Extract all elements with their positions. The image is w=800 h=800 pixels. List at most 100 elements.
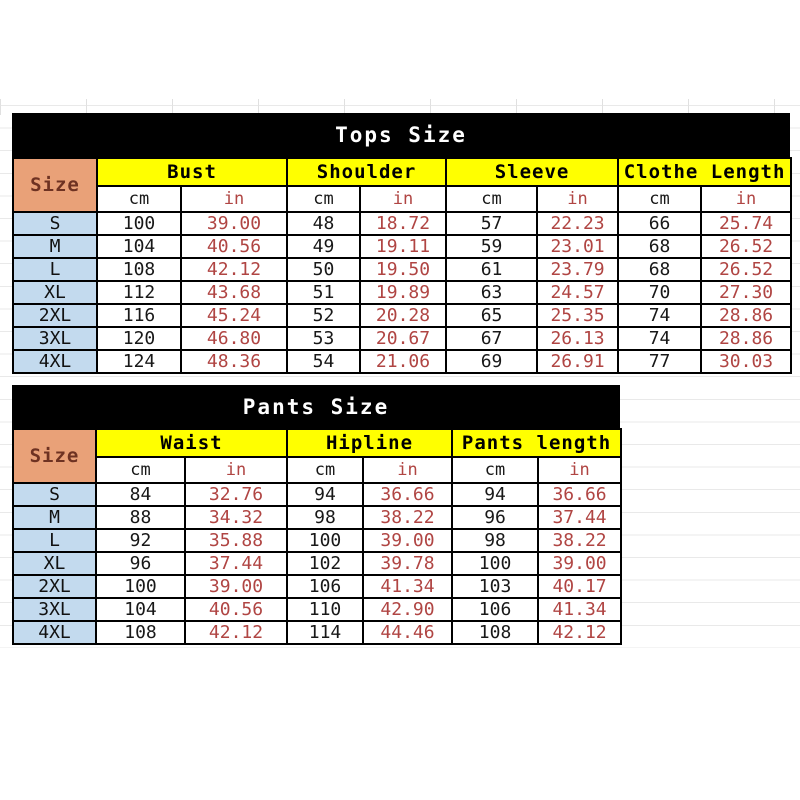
- tops-value-cell: 23.79: [536, 257, 620, 282]
- tops-value-cell: 23.01: [536, 234, 620, 259]
- tops-size-table: Tops Size Size Bust Shoulder Sleeve Clothe Le…: [12, 113, 793, 374]
- pants-value-cell: 38.22: [537, 528, 623, 553]
- pants-value-cell: 34.32: [183, 505, 289, 530]
- table-row: 2XL 116 45.24 52 20.28 65 25.35 74 28.86: [12, 303, 793, 328]
- table-row: XL 96 37.44 102 39.78 100 39.00: [12, 551, 623, 576]
- tops-value-cell: 28.86: [700, 303, 793, 328]
- pants-value-cell: 40.56: [183, 597, 289, 622]
- pants-size-label: XL: [12, 551, 97, 576]
- tops-value-cell: 69: [445, 349, 539, 374]
- tops-header-row: Size Bust Shoulder Sleeve Clothe Length: [12, 157, 793, 213]
- pants-value-cell: 92: [95, 528, 186, 553]
- pants-value-cell: 88: [95, 505, 186, 530]
- tops-value-cell: 25.74: [700, 211, 793, 236]
- tops-value-cell: 63: [445, 280, 539, 305]
- pants-unit-in-1: in: [362, 456, 454, 484]
- tops-value-cell: 100: [96, 211, 182, 236]
- pants-size-table: Pants Size Size Waist Hipline Pants length cm…: [12, 385, 623, 645]
- tops-value-cell: 116: [96, 303, 182, 328]
- table-row: XL 112 43.68 51 19.89 63 24.57 70 27.30: [12, 280, 793, 305]
- tops-value-cell: 43.68: [179, 280, 289, 305]
- table-row: 2XL 100 39.00 106 41.34 103 40.17: [12, 574, 623, 599]
- tops-value-cell: 65: [445, 303, 539, 328]
- tops-value-cell: 48: [286, 211, 362, 236]
- tops-value-cell: 26.91: [536, 349, 620, 374]
- tops-value-cell: 68: [617, 257, 703, 282]
- tops-group-header-1: Shoulder: [286, 157, 448, 187]
- pants-size-label: 2XL: [12, 574, 97, 599]
- pants-value-cell: 100: [286, 528, 365, 553]
- tops-value-cell: 57: [445, 211, 539, 236]
- tops-value-cell: 70: [617, 280, 703, 305]
- tops-value-cell: 25.35: [536, 303, 620, 328]
- pants-value-cell: 84: [95, 482, 186, 507]
- pants-value-cell: 108: [451, 620, 540, 645]
- pants-value-cell: 100: [95, 574, 186, 599]
- pants-value-cell: 42.12: [183, 620, 289, 645]
- pants-size-label: 3XL: [12, 597, 97, 622]
- pants-table-grid: Size Waist Hipline Pants length cm in cm in cm in…: [12, 428, 623, 645]
- tops-value-cell: 77: [617, 349, 703, 374]
- pants-unit-cm-2: cm: [451, 456, 540, 484]
- tops-value-cell: 40.56: [179, 234, 289, 259]
- pants-value-cell: 39.00: [183, 574, 289, 599]
- tops-size-label: 2XL: [12, 303, 98, 328]
- table-row: L 92 35.88 100 39.00 98 38.22: [12, 528, 623, 553]
- pants-value-cell: 96: [95, 551, 186, 576]
- pants-header-row: Size Waist Hipline Pants length: [12, 428, 623, 484]
- tops-value-cell: 26.52: [700, 234, 793, 259]
- tops-size-label: 3XL: [12, 326, 98, 351]
- tops-value-cell: 74: [617, 326, 703, 351]
- tops-value-cell: 19.50: [359, 257, 448, 282]
- tops-value-cell: 19.11: [359, 234, 448, 259]
- tops-value-cell: 112: [96, 280, 182, 305]
- tops-value-cell: 67: [445, 326, 539, 351]
- pants-group-header-1: Hipline: [286, 428, 454, 458]
- pants-value-cell: 36.66: [362, 482, 454, 507]
- tops-value-cell: 46.80: [179, 326, 289, 351]
- pants-value-cell: 108: [95, 620, 186, 645]
- tops-value-cell: 24.57: [536, 280, 620, 305]
- pants-value-cell: 98: [451, 528, 540, 553]
- tops-value-cell: 26.52: [700, 257, 793, 282]
- tops-group-header-2: Sleeve: [445, 157, 620, 187]
- tops-value-cell: 104: [96, 234, 182, 259]
- pants-value-cell: 37.44: [537, 505, 623, 530]
- pants-value-cell: 38.22: [362, 505, 454, 530]
- tops-unit-cm-0: cm: [96, 185, 182, 213]
- tops-group-header-3: Clothe Length: [617, 157, 793, 187]
- pants-value-cell: 100: [451, 551, 540, 576]
- tops-value-cell: 120: [96, 326, 182, 351]
- pants-size-label: S: [12, 482, 97, 507]
- pants-value-cell: 32.76: [183, 482, 289, 507]
- tops-unit-cm-3: cm: [617, 185, 703, 213]
- pants-value-cell: 39.78: [362, 551, 454, 576]
- pants-value-cell: 94: [451, 482, 540, 507]
- tops-value-cell: 52: [286, 303, 362, 328]
- pants-value-cell: 110: [286, 597, 365, 622]
- tops-value-cell: 59: [445, 234, 539, 259]
- pants-size-label: M: [12, 505, 97, 530]
- tops-unit-in-1: in: [359, 185, 448, 213]
- pants-value-cell: 39.00: [537, 551, 623, 576]
- table-row: L 108 42.12 50 19.50 61 23.79 68 26.52: [12, 257, 793, 282]
- pants-value-cell: 42.12: [537, 620, 623, 645]
- pants-value-cell: 44.46: [362, 620, 454, 645]
- table-row: 3XL 104 40.56 110 42.90 106 41.34: [12, 597, 623, 622]
- tops-value-cell: 21.06: [359, 349, 448, 374]
- pants-unit-in-0: in: [183, 456, 289, 484]
- tops-value-cell: 50: [286, 257, 362, 282]
- tops-value-cell: 19.89: [359, 280, 448, 305]
- pants-unit-row: cm in cm in cm in: [13, 456, 623, 484]
- pants-value-cell: 96: [451, 505, 540, 530]
- tops-value-cell: 54: [286, 349, 362, 374]
- table-row: 3XL 120 46.80 53 20.67 67 26.13 74 28.86: [12, 326, 793, 351]
- table-row: 4XL 108 42.12 114 44.46 108 42.12: [12, 620, 623, 645]
- tops-group-header-0: Bust: [95, 157, 289, 187]
- pants-value-cell: 103: [451, 574, 540, 599]
- tops-value-cell: 108: [96, 257, 182, 282]
- pants-value-cell: 98: [286, 505, 365, 530]
- pants-group-header-2: Pants length: [451, 428, 623, 458]
- pants-value-cell: 41.34: [362, 574, 454, 599]
